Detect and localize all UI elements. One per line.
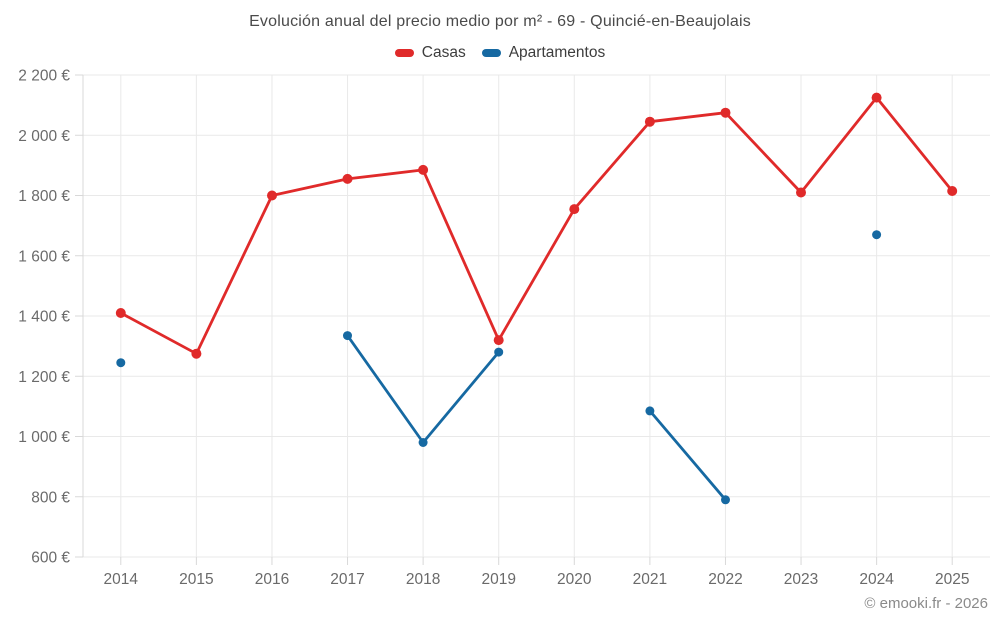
x-tick-label: 2024 (859, 571, 894, 588)
data-point-apartamentos-2022[interactable] (721, 495, 730, 505)
y-tick-label: 2 200 € (18, 68, 70, 85)
legend-swatch (481, 49, 501, 57)
x-tick-label: 2016 (255, 571, 289, 588)
legend-item-apartamentos[interactable]: Apartamentos (481, 44, 606, 62)
data-point-casas-2023[interactable] (796, 187, 806, 198)
data-point-casas-2020[interactable] (569, 204, 580, 215)
x-tick-label: 2015 (179, 571, 213, 588)
data-point-casas-2024[interactable] (871, 92, 882, 103)
y-tick-label: 800 € (31, 489, 70, 506)
legend-label: Apartamentos (508, 44, 606, 61)
series-line-casas (119, 96, 954, 356)
x-tick-label: 2019 (481, 571, 515, 588)
legend-label: Casas (421, 44, 466, 61)
series-line-apartamentos (348, 235, 877, 500)
legend-item-casas[interactable]: Casas (394, 44, 466, 62)
chart-title: Evolución anual del precio medio por m² … (249, 13, 751, 30)
x-tick-label: 2014 (104, 571, 139, 588)
x-tick-label: 2021 (633, 571, 667, 588)
data-point-casas-2014[interactable] (115, 308, 126, 318)
x-tick-label: 2025 (935, 571, 969, 588)
x-tick-label: 2018 (406, 571, 440, 588)
data-point-casas-2017[interactable] (342, 173, 353, 184)
data-point-casas-2022[interactable] (720, 107, 731, 118)
data-point-apartamentos-2014[interactable] (116, 358, 126, 368)
data-point-casas-2019[interactable] (493, 335, 504, 346)
copyright-attribution: © emooki.fr - 2026 (864, 595, 988, 612)
y-tick-label: 600 € (31, 550, 70, 567)
data-point-apartamentos-2019[interactable] (494, 347, 504, 357)
y-tick-label: 2 000 € (18, 128, 70, 145)
y-tick-label: 1 800 € (18, 188, 70, 205)
y-tick-label: 1 000 € (18, 429, 70, 446)
legend: Casas Apartamentos (0, 44, 1000, 62)
data-point-apartamentos-2021[interactable] (645, 406, 655, 416)
data-point-casas-2018[interactable] (418, 164, 429, 175)
x-tick-label: 2023 (784, 571, 818, 588)
data-point-casas-2015[interactable] (191, 348, 202, 359)
y-tick-label: 1 400 € (18, 309, 70, 326)
data-point-apartamentos-2024[interactable] (872, 230, 882, 240)
y-tick-label: 1 200 € (18, 369, 70, 386)
data-point-casas-2025[interactable] (947, 186, 958, 196)
x-tick-label: 2020 (557, 571, 592, 588)
x-tick-label: 2017 (330, 571, 364, 588)
data-point-apartamentos-2017[interactable] (343, 331, 352, 341)
data-point-apartamentos-2018[interactable] (418, 438, 428, 447)
data-point-casas-2016[interactable] (267, 190, 277, 201)
y-tick-label: 1 600 € (18, 248, 70, 265)
x-tick-label: 2022 (708, 571, 742, 588)
legend-swatch (394, 49, 414, 57)
data-point-casas-2021[interactable] (644, 116, 655, 127)
